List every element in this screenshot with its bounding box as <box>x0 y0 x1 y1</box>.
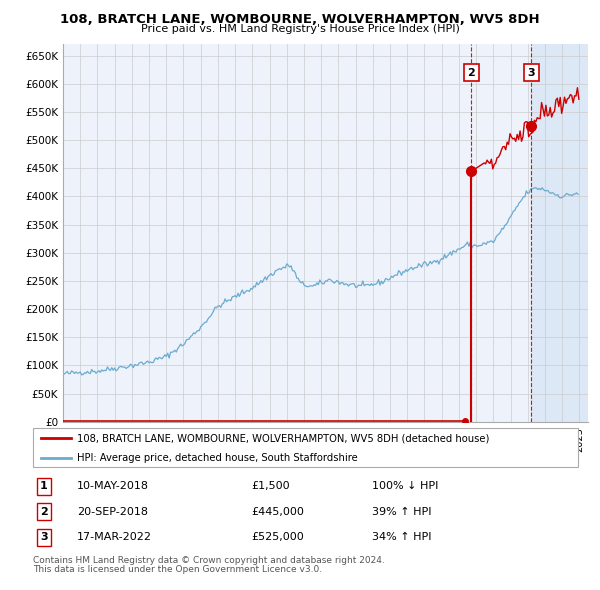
Text: HPI: Average price, detached house, South Staffordshire: HPI: Average price, detached house, Sout… <box>77 453 358 463</box>
Text: 3: 3 <box>527 68 535 77</box>
Text: 17-MAR-2022: 17-MAR-2022 <box>77 532 152 542</box>
Text: £445,000: £445,000 <box>251 507 304 517</box>
Text: 108, BRATCH LANE, WOMBOURNE, WOLVERHAMPTON, WV5 8DH (detached house): 108, BRATCH LANE, WOMBOURNE, WOLVERHAMPT… <box>77 433 489 443</box>
Text: 39% ↑ HPI: 39% ↑ HPI <box>372 507 432 517</box>
Text: 3: 3 <box>40 532 47 542</box>
Text: Contains HM Land Registry data © Crown copyright and database right 2024.: Contains HM Land Registry data © Crown c… <box>33 556 385 565</box>
Text: 34% ↑ HPI: 34% ↑ HPI <box>372 532 432 542</box>
Text: 108, BRATCH LANE, WOMBOURNE, WOLVERHAMPTON, WV5 8DH: 108, BRATCH LANE, WOMBOURNE, WOLVERHAMPT… <box>60 13 540 26</box>
Text: 2: 2 <box>40 507 47 517</box>
Text: 100% ↓ HPI: 100% ↓ HPI <box>372 481 439 491</box>
Text: 1: 1 <box>40 481 47 491</box>
Text: 10-MAY-2018: 10-MAY-2018 <box>77 481 149 491</box>
Text: £1,500: £1,500 <box>251 481 289 491</box>
Text: 20-SEP-2018: 20-SEP-2018 <box>77 507 148 517</box>
Text: This data is licensed under the Open Government Licence v3.0.: This data is licensed under the Open Gov… <box>33 565 322 574</box>
FancyBboxPatch shape <box>33 428 578 467</box>
Bar <box>532 44 588 422</box>
Text: £525,000: £525,000 <box>251 532 304 542</box>
Text: Price paid vs. HM Land Registry's House Price Index (HPI): Price paid vs. HM Land Registry's House … <box>140 24 460 34</box>
Text: 2: 2 <box>467 68 475 77</box>
